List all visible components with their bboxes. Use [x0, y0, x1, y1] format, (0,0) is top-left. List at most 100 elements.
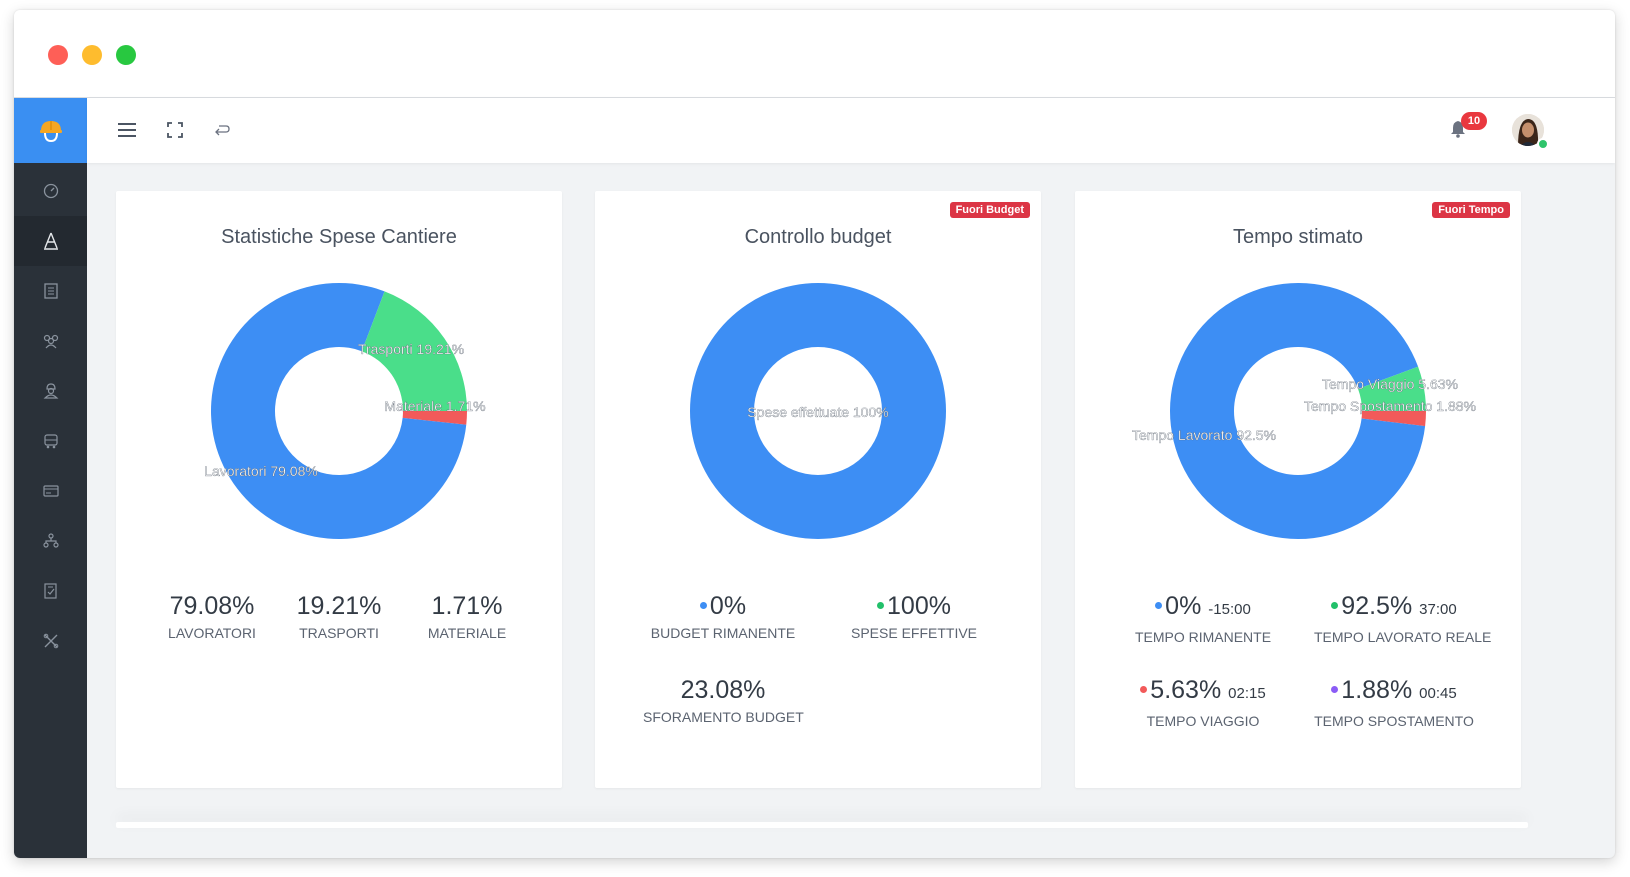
stat-extra: -15:00 [1208, 601, 1251, 618]
donut-slice[interactable] [1361, 411, 1426, 427]
helmet-worker-icon [39, 120, 62, 142]
stat-sforamento-budget: 23.08% SFORAMENTO BUDGET [643, 675, 804, 725]
sidebar-item-worker[interactable] [14, 366, 87, 416]
stat-value-text: 5.63% [1150, 676, 1222, 704]
user-avatar[interactable] [1512, 114, 1544, 146]
sidebar-item-cantiere[interactable] [14, 216, 87, 266]
sidebar-item-cards[interactable] [14, 466, 87, 516]
sidebar-item-documents[interactable] [14, 266, 87, 316]
stat-label: TRASPORTI [299, 625, 379, 641]
stat-spese-effettive: 100% SPESE EFFETTIVE [834, 591, 994, 641]
card-controllo-budget: Fuori Budget Controllo budget Spese effe… [595, 191, 1041, 788]
slice-data-label: Tempo Spostamento 1.88% [1304, 398, 1476, 414]
donut-slice[interactable] [1170, 283, 1426, 539]
stat-label: SFORAMENTO BUDGET [643, 709, 804, 725]
next-row-card [116, 822, 1528, 828]
stat-extra: 02:15 [1228, 685, 1266, 702]
stat-value: 19.21% [296, 592, 382, 620]
app-logo[interactable] [14, 98, 87, 163]
dashboard-icon [43, 183, 58, 199]
worker-icon [43, 383, 58, 399]
report-icon [43, 583, 57, 599]
stat-label: TEMPO RIMANENTE [1134, 629, 1272, 645]
legend-dot [699, 601, 707, 609]
legend-dot [1331, 685, 1339, 693]
stat-value-text: 100% [887, 592, 951, 620]
stat-label: TEMPO VIAGGIO [1146, 713, 1260, 729]
stat-value-text: 92.5% [1341, 592, 1413, 620]
sidebar-item-vehicles[interactable] [14, 416, 87, 466]
donut-slice[interactable] [361, 291, 467, 411]
stat-label: MATERIALE [427, 625, 507, 641]
stat-value: 1.88% 00:45 [1314, 675, 1474, 709]
window-titlebar [14, 10, 1615, 98]
legend-dot [877, 601, 885, 609]
menu-toggle-button[interactable] [115, 118, 139, 142]
donut-slice[interactable] [690, 283, 946, 539]
stat-value: 79.08% [169, 592, 255, 620]
sidebar-item-reports[interactable] [14, 566, 87, 616]
card-tempo-stimato: Fuori Tempo Tempo stimato Tempo Lavorato… [1075, 191, 1521, 788]
stat-value: 23.08% [680, 676, 766, 704]
hierarchy-icon [42, 533, 59, 548]
stat-tempo-spostamento: 1.88% 00:45 TEMPO SPOSTAMENTO [1314, 675, 1474, 729]
slice-data-label: Lavoratori 79.08% [204, 463, 318, 479]
donut-slice[interactable] [211, 283, 467, 539]
stat-tempo-viaggio: 5.63% 02:15 TEMPO VIAGGIO [1123, 675, 1283, 729]
stat-lavoratori: 79.08% LAVORATORI [132, 591, 292, 641]
legend-dot [1331, 601, 1339, 609]
card-title: Tempo stimato [1232, 226, 1364, 248]
team-icon [43, 334, 58, 349]
cantiere-icon [43, 232, 58, 250]
sidebar-item-tools[interactable] [14, 616, 87, 666]
back-button[interactable] [210, 118, 234, 142]
sidebar-item-dashboard[interactable] [14, 166, 87, 216]
stat-label: TEMPO LAVORATO REALE [1314, 629, 1492, 645]
donut-chart: Tempo Lavorato 92.5% Tempo Viaggio 5.63% T… [1132, 283, 1476, 539]
stat-tempo-lavorato-reale: 92.5% 37:00 TEMPO LAVORATO REALE [1314, 591, 1492, 645]
stat-value-text: 0% [709, 592, 747, 620]
stat-value: 0% [643, 591, 803, 621]
stat-value-text: 1.88% [1341, 676, 1413, 704]
donut-slice[interactable] [402, 411, 467, 425]
stat-value: 92.5% 37:00 [1314, 591, 1474, 625]
stat-value: 1.71% [431, 592, 503, 620]
sidebar-item-hierarchy[interactable] [14, 516, 87, 566]
stat-budget-rimanente: 0% BUDGET RIMANENTE [643, 591, 803, 641]
close-window-button[interactable] [48, 45, 68, 65]
card-spese-cantiere: Statistiche Spese Cantiere Lavoratori 79… [116, 191, 562, 788]
fullscreen-icon [167, 122, 183, 138]
stat-extra: 37:00 [1419, 601, 1457, 618]
maximize-window-button[interactable] [116, 45, 136, 65]
documents-icon [43, 283, 58, 299]
card-title: Statistiche Spese Cantiere [221, 226, 457, 248]
slice-data-label: Tempo Lavorato 92.5% [1132, 427, 1276, 443]
stat-label: SPESE EFFETTIVE [850, 625, 978, 641]
notification-count-badge: 10 [1461, 112, 1487, 130]
hamburger-icon [118, 123, 136, 137]
fuori-tempo-badge: Fuori Tempo [1432, 202, 1510, 218]
donut-chart: Lavoratori 79.08% Trasporti 19.21% Materia… [204, 283, 486, 539]
donut-chart: Spese effettuate 100% [690, 283, 946, 539]
stat-extra: 00:45 [1419, 685, 1457, 702]
tools-icon [43, 633, 58, 649]
return-icon [215, 125, 230, 136]
stat-value: 5.63% 02:15 [1123, 675, 1283, 709]
stat-label: BUDGET RIMANENTE [650, 625, 796, 641]
stat-trasporti: 19.21% TRASPORTI [259, 591, 419, 641]
stat-label: TEMPO SPOSTAMENTO [1314, 713, 1474, 729]
card-title: Controllo budget [744, 226, 892, 248]
fullscreen-button[interactable] [163, 118, 187, 142]
slice-data-label: Trasporti 19.21% [358, 341, 464, 357]
donut-slice[interactable] [1358, 366, 1426, 411]
slice-data-label: Tempo Viaggio 5.63% [1322, 376, 1458, 392]
stat-value-text: 0% [1165, 592, 1202, 620]
vehicle-icon [43, 434, 58, 449]
minimize-window-button[interactable] [82, 45, 102, 65]
stat-value: 100% [834, 591, 994, 621]
slice-data-label: Spese effettuate 100% [747, 404, 888, 420]
slice-data-label: Materiale 1.71% [384, 398, 485, 414]
legend-dot [1155, 601, 1163, 609]
sidebar-item-team[interactable] [14, 316, 87, 366]
card-icon [42, 485, 59, 497]
